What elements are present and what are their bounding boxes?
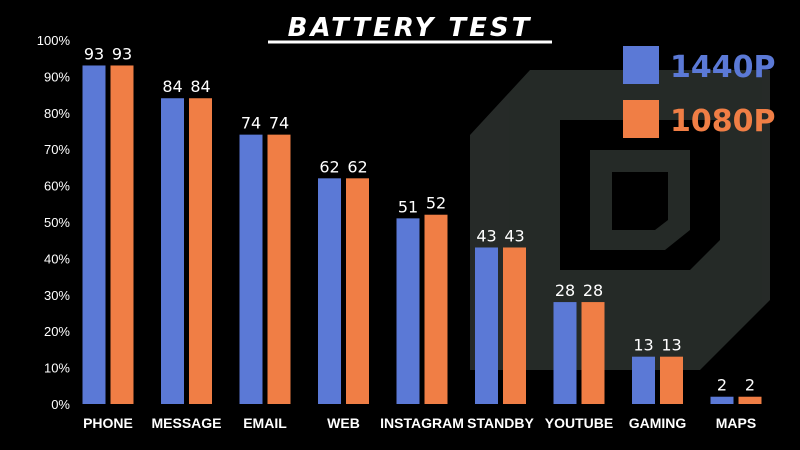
bar-1080p-web — [346, 178, 369, 404]
data-label: 43 — [504, 226, 524, 245]
y-tick-label: 10% — [44, 361, 70, 376]
data-label: 52 — [426, 194, 446, 213]
legend-swatch-1080p — [623, 100, 659, 138]
data-label: 93 — [84, 44, 104, 63]
bar-1080p-standby — [503, 247, 526, 404]
bar-1080p-youtube — [581, 302, 605, 404]
bar-1440p-youtube — [553, 302, 577, 404]
x-tick-label: MESSAGE — [151, 415, 221, 431]
data-label: 2 — [745, 376, 755, 395]
bar-1080p-gaming — [660, 356, 683, 404]
data-label: 74 — [269, 114, 289, 133]
data-label: 43 — [476, 226, 496, 245]
bar-1440p-maps — [710, 396, 734, 404]
bar-1080p-maps — [738, 396, 762, 404]
bars-group: 93 93 84 84 74 74 62 62 51 52 43 43 28 28 13 13 2 2 — [82, 44, 762, 405]
x-tick-label: EMAIL — [243, 415, 287, 431]
x-axis: PHONE MESSAGE EMAIL WEB INSTAGRAM STANDBY YOUT… — [83, 415, 756, 431]
data-label: 13 — [661, 336, 681, 355]
chart-title: BATTERY TEST — [268, 13, 552, 44]
data-label: 28 — [583, 281, 603, 300]
x-tick-label: INSTAGRAM — [380, 415, 464, 431]
legend-label-1080p: 1080P — [670, 104, 775, 139]
bar-1440p-email — [239, 134, 263, 404]
watermark-logo — [470, 70, 770, 370]
y-tick-label: 0% — [51, 397, 70, 412]
data-label: 84 — [162, 77, 182, 96]
data-label: 93 — [112, 44, 132, 63]
legend-label-1440p: 1440P — [670, 50, 775, 85]
bar-1440p-instagram — [396, 218, 420, 404]
y-tick-label: 30% — [44, 288, 70, 303]
y-tick-label: 80% — [44, 106, 70, 121]
bar-1080p-instagram — [424, 214, 448, 404]
bar-1440p-message — [161, 98, 184, 405]
bar-1440p-web — [318, 178, 341, 404]
data-label: 28 — [555, 281, 575, 300]
y-tick-label: 100% — [37, 33, 71, 48]
x-tick-label: MAPS — [716, 415, 756, 431]
legend: 1440P 1080P — [623, 46, 775, 139]
bar-1080p-message — [189, 98, 212, 405]
legend-swatch-1440p — [623, 46, 659, 84]
y-tick-label: 90% — [44, 69, 70, 84]
chart-title-text: BATTERY TEST — [288, 13, 533, 43]
y-tick-label: 20% — [44, 324, 70, 339]
data-label: 51 — [398, 197, 418, 216]
bar-1440p-phone — [82, 65, 106, 404]
x-tick-label: STANDBY — [467, 415, 534, 431]
y-axis: 0% 10% 20% 30% 40% 50% 60% 70% 80% 90% 100% — [37, 33, 71, 412]
data-label: 74 — [241, 114, 261, 133]
x-tick-label: WEB — [327, 415, 360, 431]
data-label: 84 — [190, 77, 210, 96]
y-tick-label: 70% — [44, 142, 70, 157]
data-label: 2 — [717, 376, 727, 395]
x-tick-label: YOUTUBE — [545, 415, 613, 431]
bar-1440p-standby — [475, 247, 498, 404]
x-tick-label: GAMING — [629, 415, 687, 431]
data-label: 62 — [347, 157, 367, 176]
bar-1080p-phone — [110, 65, 134, 404]
x-tick-label: PHONE — [83, 415, 133, 431]
y-tick-label: 60% — [44, 179, 70, 194]
bar-1440p-gaming — [632, 356, 655, 404]
data-label: 62 — [319, 157, 339, 176]
bar-1080p-email — [267, 134, 291, 404]
y-tick-label: 40% — [44, 251, 70, 266]
data-label: 13 — [633, 336, 653, 355]
y-tick-label: 50% — [44, 215, 70, 230]
